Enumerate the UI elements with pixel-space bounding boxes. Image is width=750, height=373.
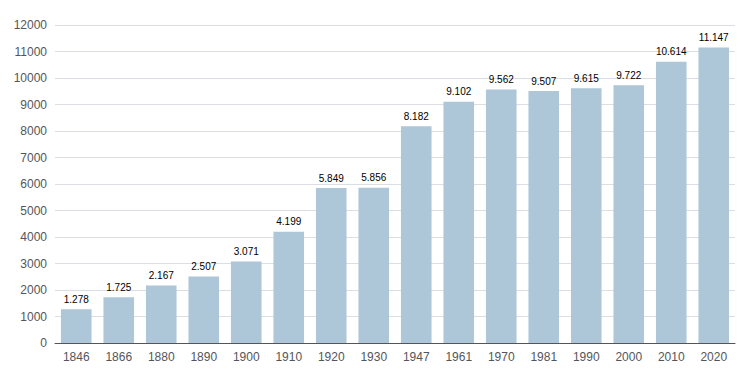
svg-text:9.507: 9.507 (531, 76, 556, 87)
svg-text:2020: 2020 (700, 350, 727, 364)
svg-text:1910: 1910 (275, 350, 302, 364)
svg-text:11000: 11000 (15, 45, 48, 59)
svg-text:1000: 1000 (20, 310, 47, 324)
svg-text:1846: 1846 (63, 350, 90, 364)
svg-text:4000: 4000 (20, 230, 47, 244)
svg-text:1930: 1930 (360, 350, 387, 364)
svg-text:9.722: 9.722 (616, 70, 641, 81)
svg-text:1900: 1900 (233, 350, 260, 364)
svg-text:1.725: 1.725 (106, 282, 131, 293)
svg-text:5.856: 5.856 (361, 172, 386, 183)
svg-text:1981: 1981 (530, 350, 557, 364)
svg-text:1961: 1961 (445, 350, 472, 364)
svg-text:9.102: 9.102 (446, 86, 471, 97)
svg-text:2000: 2000 (20, 283, 47, 297)
svg-text:7000: 7000 (20, 151, 47, 165)
svg-text:9.562: 9.562 (489, 74, 514, 85)
svg-text:5.849: 5.849 (319, 173, 344, 184)
svg-text:1947: 1947 (403, 350, 430, 364)
svg-text:12000: 12000 (14, 18, 48, 32)
svg-text:9000: 9000 (20, 98, 47, 112)
svg-text:1866: 1866 (105, 350, 132, 364)
svg-text:11.147: 11.147 (699, 32, 729, 43)
svg-text:5000: 5000 (20, 204, 47, 218)
svg-text:1970: 1970 (488, 350, 515, 364)
svg-text:1920: 1920 (318, 350, 345, 364)
svg-text:2.167: 2.167 (149, 270, 174, 281)
svg-text:10.614: 10.614 (656, 46, 687, 57)
svg-text:2.507: 2.507 (191, 261, 216, 272)
svg-text:1880: 1880 (148, 350, 175, 364)
svg-text:1890: 1890 (190, 350, 217, 364)
svg-text:2010: 2010 (658, 350, 685, 364)
svg-text:3000: 3000 (20, 257, 47, 271)
svg-text:1.278: 1.278 (64, 294, 89, 305)
svg-text:0: 0 (40, 336, 47, 350)
svg-text:10000: 10000 (14, 71, 48, 85)
svg-text:3.071: 3.071 (234, 246, 259, 257)
svg-text:2000: 2000 (615, 350, 642, 364)
svg-text:6000: 6000 (20, 177, 47, 191)
svg-text:4.199: 4.199 (276, 216, 301, 227)
svg-text:8000: 8000 (20, 124, 47, 138)
svg-text:8.182: 8.182 (404, 111, 429, 122)
svg-text:1990: 1990 (573, 350, 600, 364)
svg-text:9.615: 9.615 (574, 73, 599, 84)
